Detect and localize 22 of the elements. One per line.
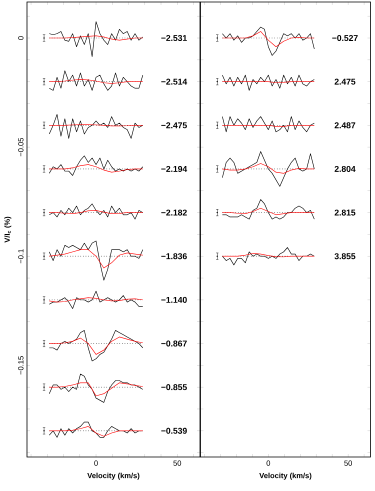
annotation: −1.836: [161, 253, 187, 260]
line-series: [48, 70, 144, 91]
line-series: [48, 330, 144, 362]
annotation: −2.194: [161, 166, 188, 172]
annotation: 2.475: [334, 78, 356, 85]
annotation: −0.527: [332, 35, 358, 42]
line-series: [48, 336, 144, 355]
annotation: −1.140: [161, 296, 187, 303]
line-series: [48, 249, 144, 268]
annotation: −2.514: [161, 78, 188, 85]
annotation: −2.531: [161, 35, 187, 42]
annotation: 2.815: [334, 210, 356, 216]
annotation: 2.487: [334, 122, 356, 128]
annotation: 3.855: [334, 253, 356, 260]
annotation: −0.539: [161, 428, 187, 434]
annotation: −0.867: [161, 340, 187, 347]
annotation: 2.804: [334, 166, 356, 172]
annotation: −2.182: [161, 210, 187, 216]
line-series: [48, 382, 144, 396]
annotation: −2.475: [161, 122, 187, 128]
annotation: −0.855: [161, 384, 187, 390]
line-series: [48, 290, 144, 309]
